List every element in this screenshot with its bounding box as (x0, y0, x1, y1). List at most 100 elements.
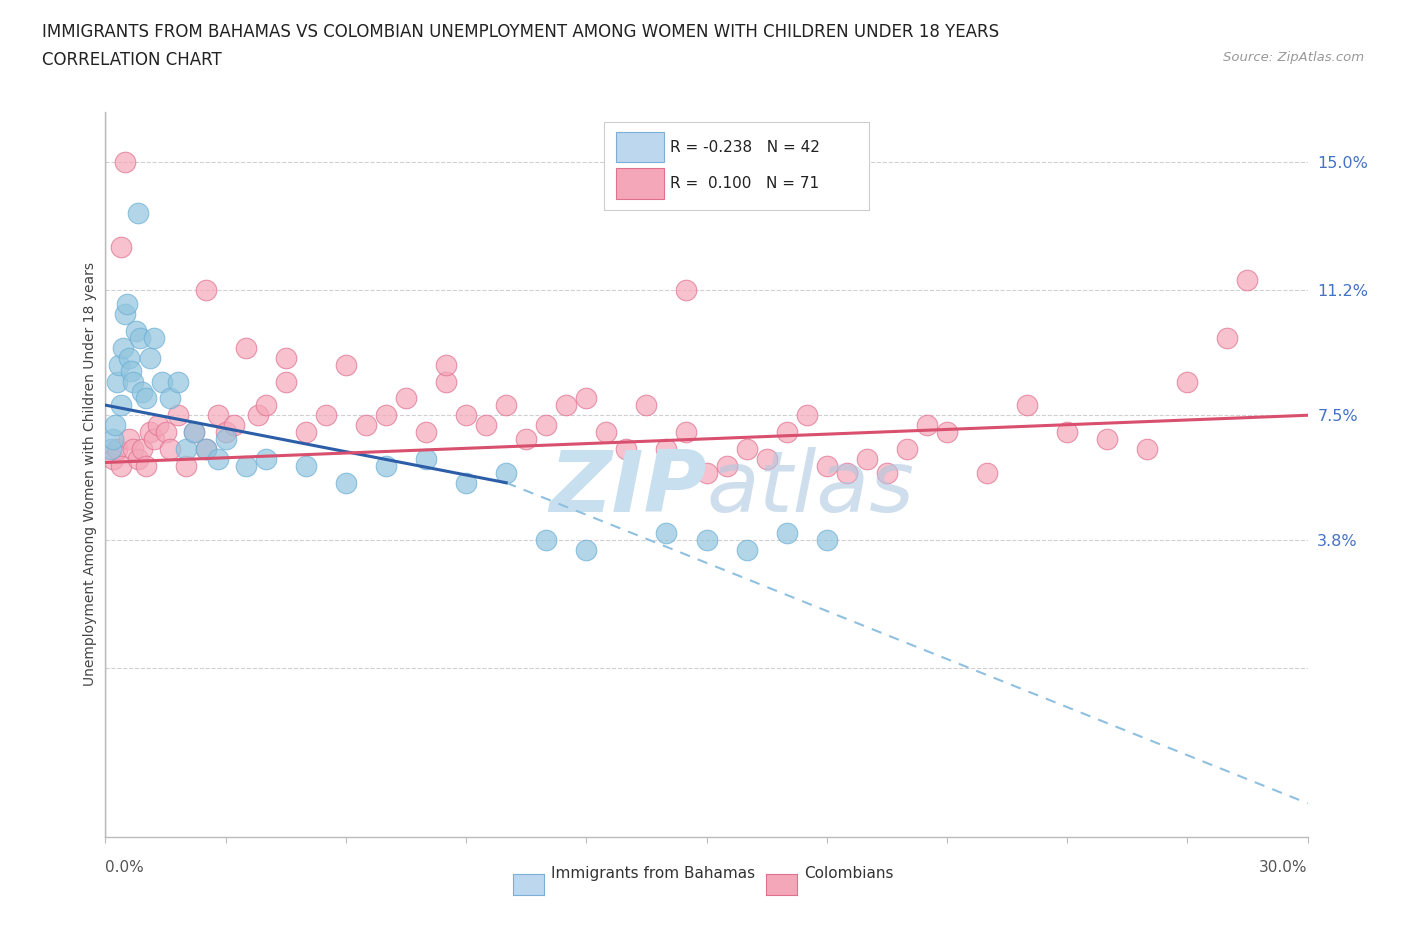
Point (222, 418, 245, 432)
Point (150, 374, 173, 389)
Text: Source: ZipAtlas.com: Source: ZipAtlas.com (1223, 51, 1364, 64)
Point (110, 458, 132, 473)
Point (274, 351, 297, 365)
Point (936, 425, 959, 440)
Point (104, 418, 127, 432)
Point (122, 442, 145, 457)
Point (534, 418, 557, 432)
Point (575, 543, 598, 558)
Point (138, 351, 160, 365)
Point (146, 418, 169, 432)
Point (716, 458, 738, 473)
Point (138, 425, 160, 440)
Point (124, 324, 146, 339)
Point (675, 425, 697, 440)
Point (118, 432, 141, 446)
Point (274, 374, 297, 389)
Point (735, 442, 758, 457)
Point (174, 458, 197, 473)
Point (117, 297, 139, 312)
Text: IMMIGRANTS FROM BAHAMAS VS COLOMBIAN UNEMPLOYMENT AMONG WOMEN WITH CHILDREN UNDE: IMMIGRANTS FROM BAHAMAS VS COLOMBIAN UNE… (42, 23, 1000, 41)
Point (131, 442, 153, 457)
Point (456, 475, 478, 490)
Point (495, 465, 517, 480)
Point (696, 533, 718, 548)
Point (1015, 398, 1038, 413)
Text: R =  0.100   N = 71: R = 0.100 N = 71 (671, 176, 820, 191)
Point (127, 206, 149, 220)
Point (142, 330, 165, 345)
Point (103, 452, 125, 467)
Point (335, 357, 357, 372)
Point (1236, 272, 1258, 287)
Point (495, 398, 517, 413)
Point (755, 452, 778, 467)
Point (776, 525, 799, 540)
Point (108, 357, 131, 372)
Point (1175, 374, 1198, 389)
Point (110, 239, 132, 254)
Point (815, 533, 838, 548)
Text: Colombians: Colombians (804, 866, 894, 881)
Point (1136, 442, 1159, 457)
Bar (605, 123, 869, 209)
Point (135, 391, 157, 405)
Point (183, 425, 205, 440)
Point (434, 374, 457, 389)
Point (295, 458, 318, 473)
Point (214, 432, 236, 446)
Point (796, 408, 818, 423)
Point (159, 442, 181, 457)
Point (876, 465, 898, 480)
Point (135, 458, 157, 473)
Point (976, 465, 998, 480)
Point (103, 432, 125, 446)
Point (246, 408, 269, 423)
Point (174, 442, 197, 457)
Point (235, 458, 257, 473)
Point (915, 418, 938, 432)
Point (636, 398, 658, 413)
Bar (616, 132, 665, 163)
Point (835, 465, 858, 480)
Point (575, 391, 598, 405)
Point (434, 357, 457, 372)
Text: ZIP: ZIP (548, 447, 707, 530)
Text: Immigrants from Bahamas: Immigrants from Bahamas (551, 866, 755, 881)
Point (896, 442, 918, 457)
Text: CORRELATION CHART: CORRELATION CHART (42, 51, 222, 69)
Point (131, 384, 153, 399)
Point (675, 283, 697, 298)
Point (534, 533, 557, 548)
Point (354, 418, 377, 432)
Point (616, 442, 638, 457)
Point (207, 408, 229, 423)
Point (456, 408, 478, 423)
Point (415, 425, 437, 440)
Point (121, 364, 143, 379)
Point (127, 452, 149, 467)
Point (100, 442, 122, 457)
Point (475, 418, 498, 432)
Point (595, 425, 617, 440)
Point (655, 525, 678, 540)
Point (655, 442, 678, 457)
Y-axis label: Unemployment Among Women with Children Under 18 years: Unemployment Among Women with Children U… (83, 262, 97, 686)
Point (194, 283, 217, 298)
Point (214, 425, 236, 440)
Point (555, 398, 578, 413)
Point (295, 425, 318, 440)
Point (166, 374, 188, 389)
Point (114, 307, 136, 322)
Point (815, 458, 838, 473)
Point (114, 154, 136, 169)
Point (1056, 425, 1078, 440)
Point (515, 432, 537, 446)
Bar (616, 168, 665, 199)
Point (142, 432, 165, 446)
Point (696, 465, 718, 480)
Point (374, 408, 398, 423)
Text: R = -0.238   N = 42: R = -0.238 N = 42 (671, 140, 820, 154)
Point (335, 475, 357, 490)
Point (395, 391, 418, 405)
